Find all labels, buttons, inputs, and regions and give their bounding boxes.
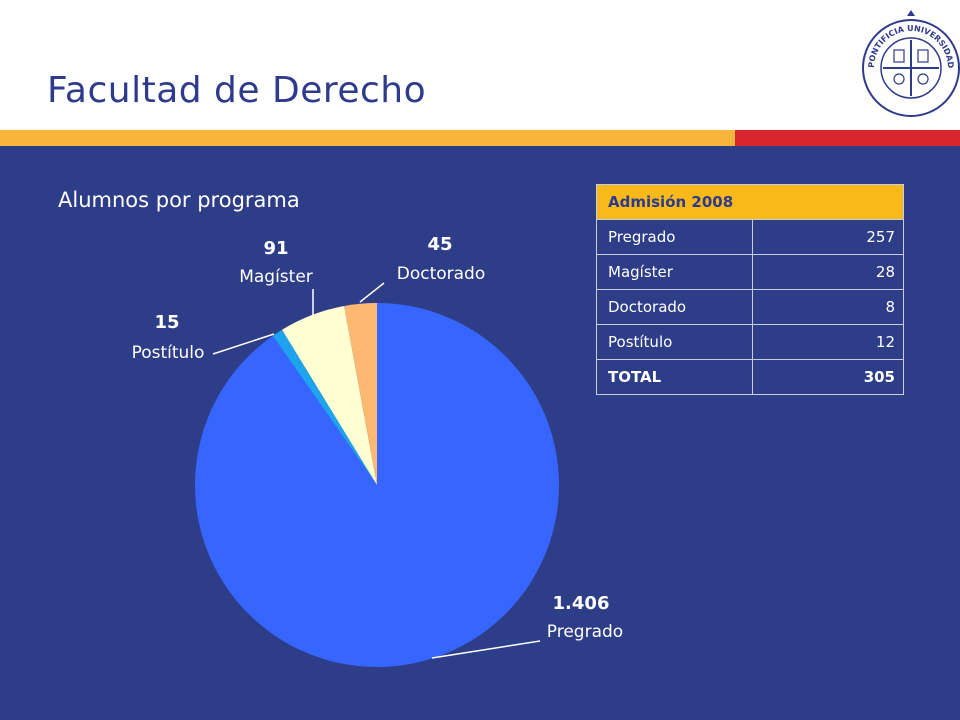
table-row: Magíster 28 [596, 254, 904, 290]
leader-line [359, 282, 385, 303]
row-value: 257 [752, 219, 904, 255]
data-label-value: 45 [427, 234, 452, 255]
leader-line [431, 640, 541, 659]
pie-slice-magíster [282, 305, 377, 485]
accent-stripe-gold [0, 130, 735, 146]
table-row: Doctorado 8 [596, 289, 904, 325]
row-value: 8 [752, 289, 904, 325]
table-row: Pregrado 257 [596, 219, 904, 255]
row-label: Pregrado [596, 219, 753, 255]
header [0, 0, 960, 130]
leader-line [212, 333, 275, 355]
row-value: 28 [752, 254, 904, 290]
chart-title: Alumnos por programa [58, 188, 300, 212]
table-total-row: TOTAL 305 [596, 359, 904, 395]
pie-slice-pregrado [195, 303, 560, 667]
total-label: TOTAL [596, 359, 753, 395]
accent-stripe-red [735, 130, 960, 146]
admission-table: Admisión 2008 Pregrado 257 Magíster 28 D… [596, 184, 904, 395]
page-title: Facultad de Derecho [47, 70, 427, 111]
row-label: Postítulo [596, 324, 753, 360]
university-seal-logo: PONTIFICIA UNIVERSIDAD CATOLICA DE CHILE [858, 6, 960, 117]
data-label-name: Doctorado [397, 264, 486, 284]
data-label-value: 1.406 [553, 593, 610, 614]
data-label-name: Magíster [239, 267, 313, 287]
table-header-row: Admisión 2008 [596, 184, 904, 220]
pie-slice-postítulo [272, 329, 377, 485]
pie-slice-doctorado [344, 303, 377, 485]
total-value: 305 [752, 359, 904, 395]
data-label-name: Postítulo [132, 343, 205, 363]
data-label-value: 15 [154, 312, 179, 333]
table-row: Postítulo 12 [596, 324, 904, 360]
table-header: Admisión 2008 [596, 184, 904, 220]
row-label: Doctorado [596, 289, 753, 325]
data-label-value: 91 [263, 238, 288, 259]
row-label: Magíster [596, 254, 753, 290]
row-value: 12 [752, 324, 904, 360]
data-label-name: Pregrado [547, 622, 623, 642]
